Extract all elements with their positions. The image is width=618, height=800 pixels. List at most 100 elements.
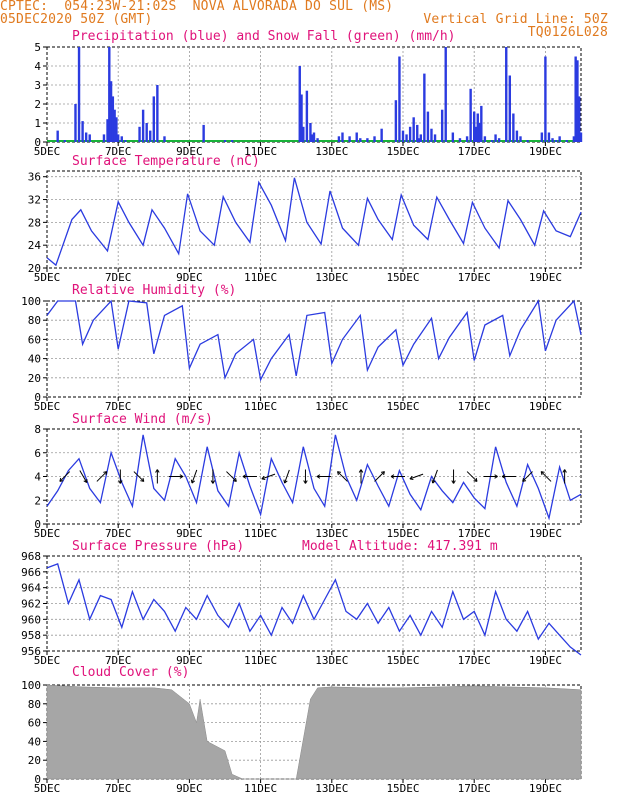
wind-arrow-head	[191, 480, 196, 484]
humidity-line	[46, 299, 582, 382]
wind-ytick-label: 2	[34, 494, 41, 507]
temp-xtick-label: 5DEC	[34, 271, 61, 284]
wind-arrow	[466, 471, 478, 482]
temp-line	[46, 177, 582, 267]
precip-xtick-label: 15DEC	[386, 145, 419, 158]
wind-arrow-head	[303, 480, 306, 484]
precip-bar	[417, 138, 421, 142]
wind-arrow-head	[156, 469, 160, 473]
precip-bar	[433, 134, 437, 142]
precip-bar	[309, 123, 312, 142]
precip-bar	[494, 134, 497, 142]
pressure-xtick-label: 19DEC	[529, 654, 562, 667]
temp-ytick-label: 28	[28, 216, 41, 229]
pressure-line	[46, 563, 582, 656]
wind-xtick-label: 19DEC	[529, 527, 562, 540]
precip-bar	[430, 128, 433, 142]
wind-ytick-label: 8	[34, 423, 41, 436]
precip-bar	[419, 134, 422, 142]
precip-bar	[469, 88, 472, 142]
precip-bar	[474, 126, 478, 142]
precip-bar	[565, 140, 568, 142]
cloud-xtick-label: 7DEC	[105, 782, 132, 795]
humidity-panel: 5DEC 7DEC 9DEC 11DEC 13DEC 15DEC 17DEC 19DEC 0 20…	[21, 295, 582, 413]
pressure-xtick-label: 11DEC	[244, 654, 277, 667]
humidity-xtick-label: 13DEC	[315, 400, 348, 413]
precip-xtick-label: 17DEC	[458, 145, 491, 158]
wind-arrow-head	[390, 476, 395, 479]
wind-arrow-head	[360, 469, 364, 473]
precip-bar	[149, 130, 152, 142]
wind-arrow	[409, 473, 424, 480]
precip-bar	[74, 104, 77, 142]
precip-bar	[373, 136, 376, 142]
pressure-xtick-label: 13DEC	[315, 654, 348, 667]
humidity-xtick-label: 9DEC	[176, 400, 203, 413]
cloud-xtick-label: 17DEC	[458, 782, 491, 795]
wind-arrow-head	[522, 480, 527, 482]
wind-arrow-head	[501, 474, 506, 477]
wind-arrows	[59, 469, 567, 484]
precip-bar	[156, 85, 159, 142]
wind-arrow-head	[155, 469, 158, 473]
wind-ytick-label: 4	[34, 471, 41, 484]
wind-arrow-head	[380, 471, 385, 473]
precip-bar	[408, 126, 412, 142]
precip-ytick-label: 3	[34, 79, 41, 92]
precip-bar	[519, 136, 522, 142]
precip-bar	[81, 121, 84, 142]
temp-xtick-label: 11DEC	[244, 271, 277, 284]
humidity-xtick-label: 17DEC	[458, 400, 491, 413]
wind-arrow	[133, 471, 145, 482]
precip-bar	[412, 117, 415, 142]
temp-xtick-label: 7DEC	[105, 271, 132, 284]
cloud-area	[46, 684, 582, 780]
precip-bar	[483, 136, 487, 142]
wind-arrow	[59, 471, 71, 482]
pressure-ytick-label: 968	[21, 550, 41, 563]
precip-bar	[490, 140, 494, 142]
cloud-xtick-label: 11DEC	[244, 782, 277, 795]
precip-bar	[355, 132, 358, 142]
precip-bar	[311, 134, 314, 142]
temp-xtick-label: 17DEC	[458, 271, 491, 284]
wind-arrow-head	[432, 480, 436, 484]
precip-bar	[515, 130, 519, 142]
wind-xtick-label: 7DEC	[105, 527, 132, 540]
precip-bar	[316, 138, 319, 142]
precip-bar	[312, 132, 316, 142]
wind-arrow-head	[316, 474, 321, 477]
cloud-ytick-label: 80	[28, 698, 41, 711]
precip-bar	[512, 113, 515, 142]
precip-bar	[341, 132, 344, 142]
precip-bar	[578, 96, 581, 142]
precip-bar	[120, 136, 123, 142]
wind-arrow-head	[305, 480, 308, 484]
precip-xtick-label: 5DEC	[34, 145, 61, 158]
wind-arrow	[374, 471, 385, 482]
precip-ytick-label: 5	[34, 41, 41, 54]
precip-bar	[551, 138, 554, 142]
cloud-ytick-label: 60	[28, 717, 41, 730]
temp-xtick-label: 9DEC	[176, 271, 203, 284]
wind-arrow-head	[140, 480, 144, 482]
wind-arrow-head	[494, 476, 498, 479]
wind-arrow-head	[119, 480, 123, 484]
header-grid-line: Vertical Grid Line: 50Z	[423, 12, 608, 27]
precip-bar	[405, 134, 408, 142]
precip-bar	[77, 47, 81, 142]
precip-bar	[366, 138, 369, 142]
humidity-frame	[46, 300, 582, 398]
pressure-ytick-label: 966	[21, 566, 41, 579]
wind-arrow-head	[142, 477, 145, 482]
temp-title: Surface Temperature (nC)	[72, 154, 260, 169]
precip-bar	[230, 140, 234, 142]
wind-arrow	[337, 471, 348, 482]
humidity-xtick-label: 19DEC	[529, 400, 562, 413]
pressure-xtick-label: 9DEC	[176, 654, 203, 667]
pressure-ytick-label: 962	[21, 598, 41, 611]
precip-ytick-label: 2	[34, 98, 41, 111]
wind-arrow-head	[451, 480, 454, 484]
wind-arrow-head	[210, 480, 214, 484]
temp-xtick-label: 13DEC	[315, 271, 348, 284]
